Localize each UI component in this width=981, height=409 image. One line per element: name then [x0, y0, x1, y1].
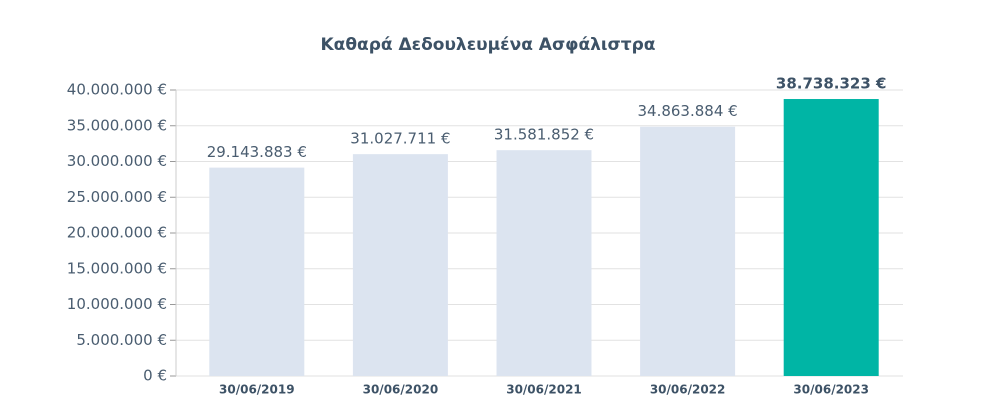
value-label: 31.581.852 €: [494, 126, 594, 144]
bar: [496, 150, 592, 376]
y-tick-label: 20.000.000 €: [67, 224, 167, 242]
y-tick-label: 0 €: [143, 367, 167, 385]
y-tick-label: 25.000.000 €: [67, 188, 167, 206]
y-tick-label: 35.000.000 €: [67, 116, 167, 134]
y-tick-label: 40.000.000 €: [67, 81, 167, 99]
x-tick-label: 30/06/2019: [219, 383, 295, 397]
value-label: 31.027.711 €: [350, 130, 450, 148]
chart-title: Καθαρά Δεδουλευμένα Ασφάλιστρα: [321, 35, 656, 55]
y-tick-label: 5.000.000 €: [76, 331, 167, 349]
x-tick-label: 30/06/2023: [793, 383, 869, 397]
x-tick-label: 30/06/2020: [363, 383, 439, 397]
bar: [209, 167, 305, 376]
value-label: 34.863.884 €: [637, 102, 737, 120]
y-tick-label: 15.000.000 €: [67, 259, 167, 277]
y-tick-label: 10.000.000 €: [67, 295, 167, 313]
value-label: 29.143.883 €: [207, 143, 307, 161]
x-tick-label: 30/06/2021: [506, 383, 582, 397]
bar: [640, 126, 736, 376]
x-tick-label: 30/06/2022: [650, 383, 726, 397]
bar: [783, 99, 879, 376]
y-tick-label: 30.000.000 €: [67, 152, 167, 170]
value-label: 38.738.323 €: [776, 75, 887, 93]
bar: [352, 154, 448, 376]
